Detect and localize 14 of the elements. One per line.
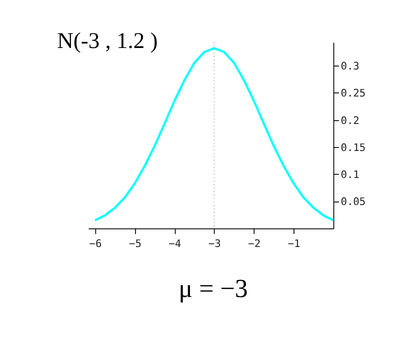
x-tick-label: −5: [128, 238, 142, 250]
chart-title: N(-3 , 1.2 ): [57, 28, 158, 53]
y-tick-label: 0.25: [340, 88, 366, 100]
y-tick-label: 0.3: [340, 60, 360, 72]
x-tick-label: −3: [208, 238, 221, 250]
x-tick-label: −6: [89, 238, 102, 250]
x-tick-label: −2: [248, 238, 261, 250]
y-tick-label: 0.05: [340, 196, 366, 208]
x-tick-label: −1: [288, 238, 300, 250]
y-tick-label: 0.1: [340, 169, 360, 182]
x-tick-label: −4: [168, 238, 182, 250]
y-tick-label: 0.2: [340, 114, 360, 127]
y-tick-label: 0.15: [340, 142, 366, 154]
text: μ = −3: [178, 274, 248, 303]
